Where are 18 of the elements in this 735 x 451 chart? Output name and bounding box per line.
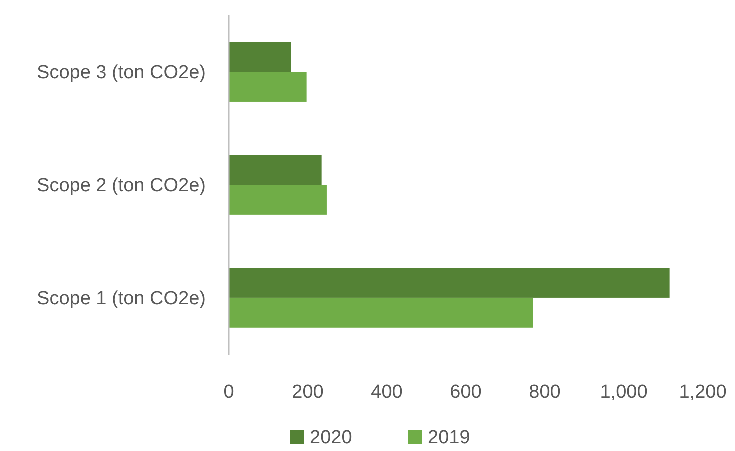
x-tick-label: 400 <box>371 382 403 403</box>
x-tick-label: 600 <box>450 382 482 403</box>
bar <box>229 185 327 215</box>
x-tick-label: 1,000 <box>600 382 648 403</box>
bar <box>229 155 322 185</box>
legend-label: 2019 <box>428 428 470 449</box>
x-tick-label: 200 <box>292 382 324 403</box>
x-tick-label: 800 <box>529 382 561 403</box>
legend-label: 2020 <box>310 428 352 449</box>
bar <box>229 72 307 102</box>
bar <box>229 298 534 328</box>
bar <box>229 268 670 298</box>
bar <box>229 42 292 72</box>
y-tick-label: Scope 1 (ton CO2e) <box>37 288 206 310</box>
y-tick-label: Scope 2 (ton CO2e) <box>37 176 206 197</box>
x-tick-label: 0 <box>224 382 234 403</box>
x-tick-label: 1,200 <box>679 382 727 403</box>
y-tick-label: Scope 3 (ton CO2e) <box>37 62 206 84</box>
